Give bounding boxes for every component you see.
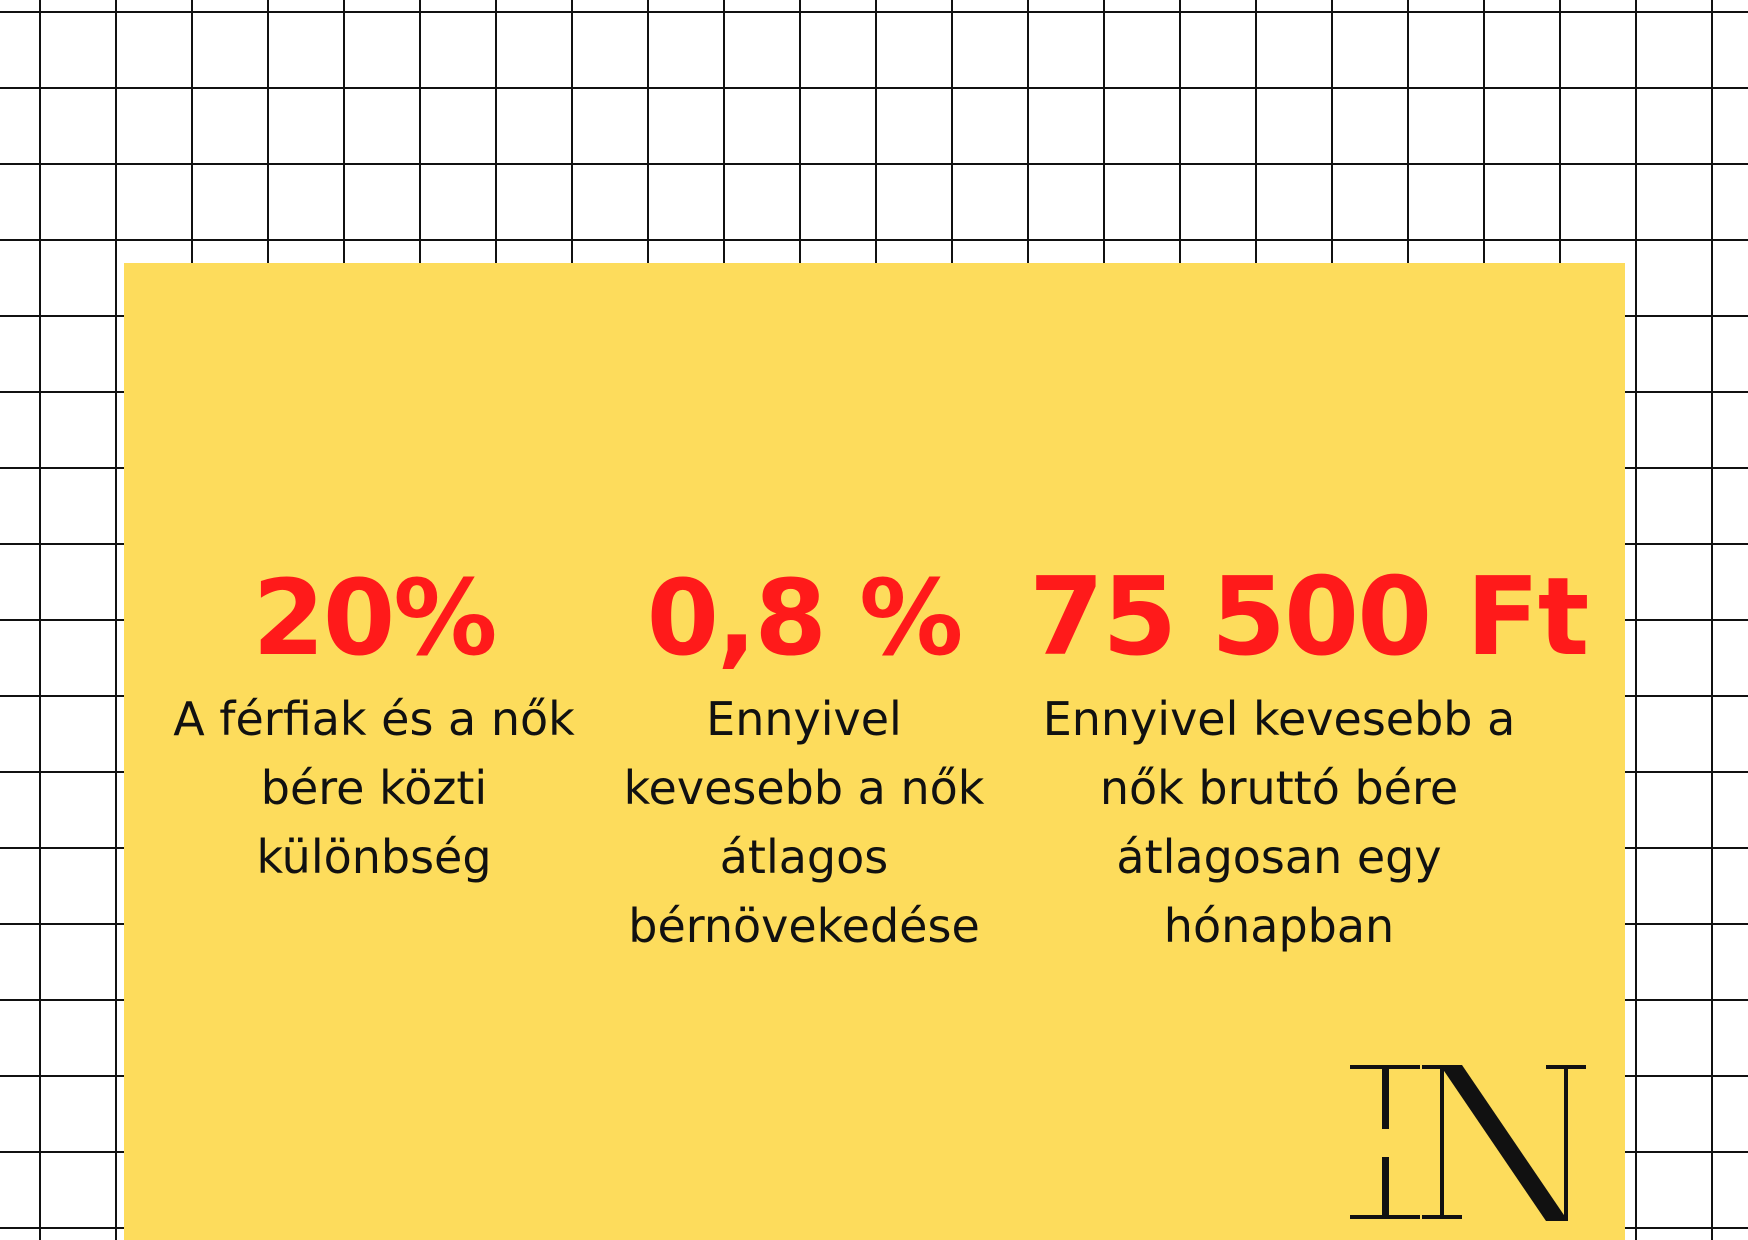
stat-caption: A férfiak és a nők bére közti különbség — [173, 692, 575, 884]
stat-caption: Ennyivel kevesebb a nők bruttó bére átla… — [1042, 692, 1516, 953]
stat-value: 20% — [252, 557, 498, 679]
stat-wage-growth: 0,8 % Ennyivel kevesebb a nők átlagos bé… — [594, 553, 1014, 961]
stat-pay-gap: 20% A férfiak és a nők bére közti különb… — [164, 553, 584, 892]
stat-value: 0,8 % — [646, 557, 964, 679]
stats-card: 20% A férfiak és a nők bére közti különb… — [124, 263, 1625, 1240]
stat-monthly-gross-gap: 75 500 Ft Ennyivel kevesebb a nők bruttó… — [1029, 553, 1589, 961]
stat-value: 75 500 Ft — [1029, 555, 1589, 680]
in-logo — [1350, 1065, 1586, 1221]
stat-caption: Ennyivel kevesebb a nők átlagos bérnövek… — [623, 692, 985, 953]
